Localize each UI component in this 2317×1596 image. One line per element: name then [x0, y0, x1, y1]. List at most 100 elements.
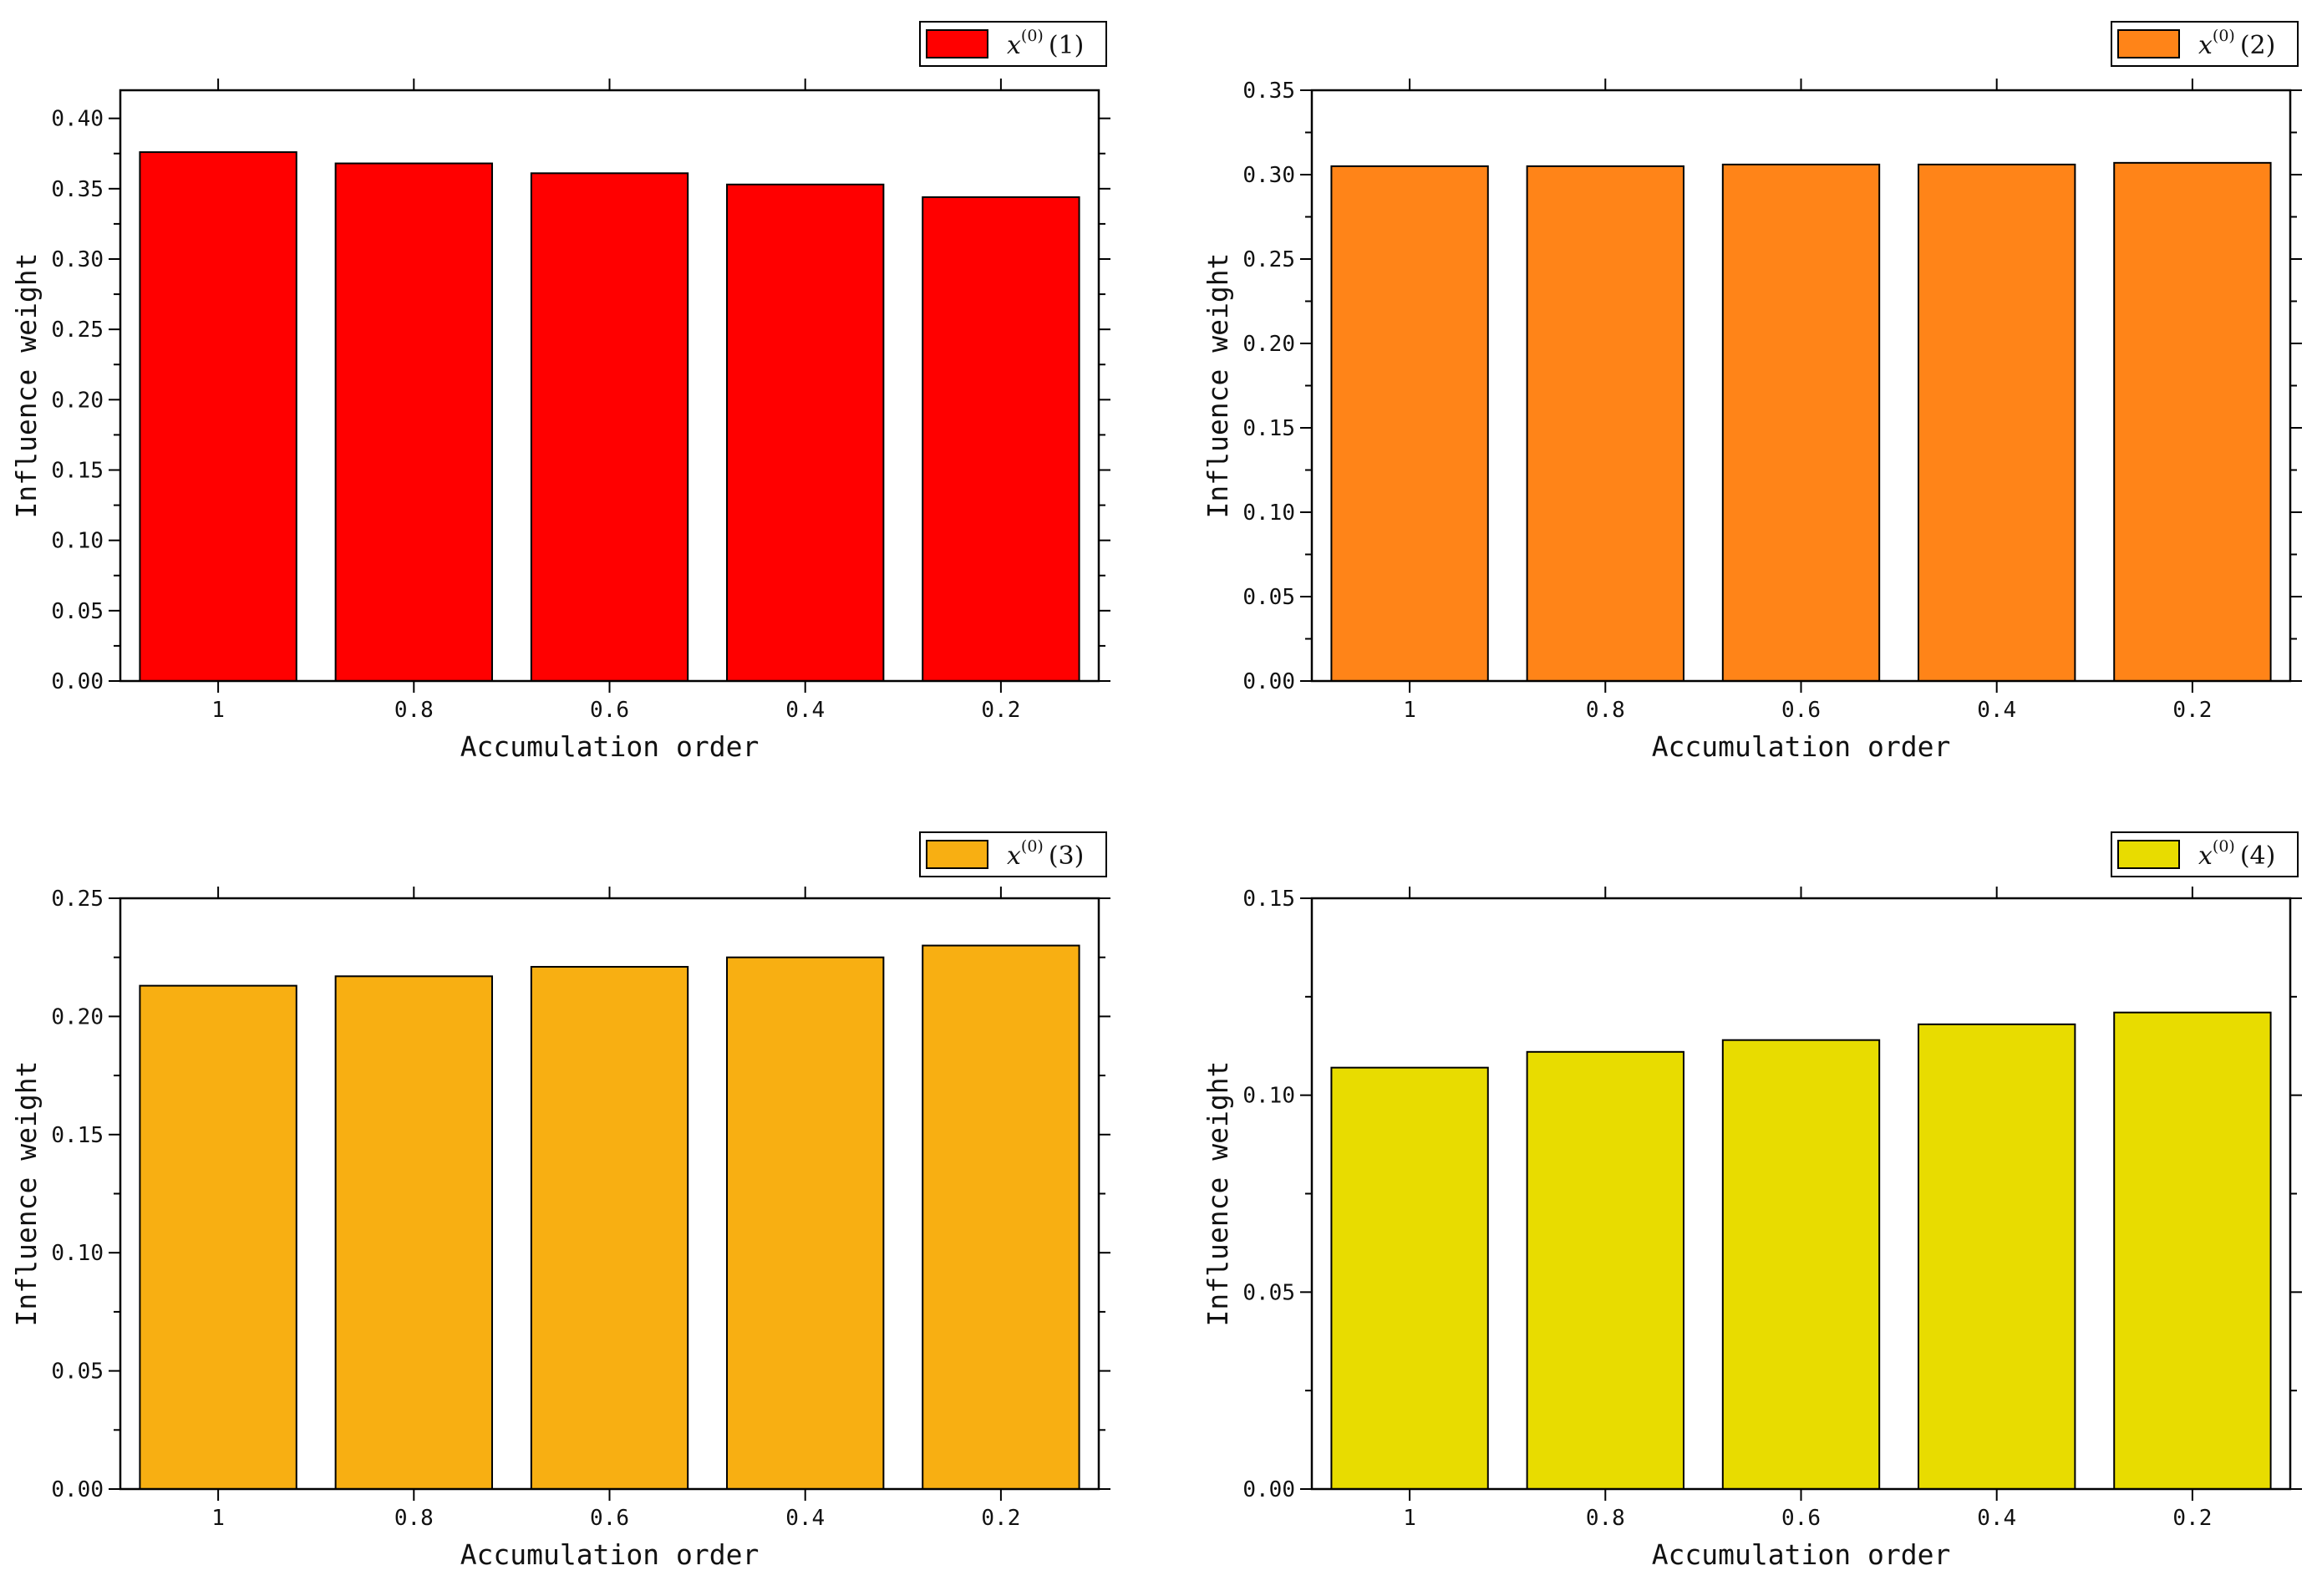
bar-2-3: [1721, 163, 1881, 682]
x-tick-label: 0.8: [394, 1506, 434, 1531]
x-tick-label: 0.2: [2172, 1506, 2212, 1531]
legend-swatch: [2117, 840, 2180, 869]
bar-2-4: [1918, 163, 2076, 682]
bar-3-1: [139, 984, 297, 1490]
x-tick-label: 0.4: [785, 1506, 825, 1531]
bar-2-5: [2113, 161, 2272, 683]
x-tick-label: 0.6: [590, 1506, 629, 1531]
bar-2-2: [1526, 165, 1684, 682]
x-tick-label: 0.6: [1781, 1506, 1821, 1531]
x-tick-label: 0.4: [1977, 1506, 2016, 1531]
x-tick-label: 1: [211, 1506, 225, 1531]
x-tick-label: 0.6: [1781, 698, 1821, 723]
chart-panel-3: 0.00 0.05 0.10 0.15 0.20 0.25 1 0.8 0.6 0.4 0.2 Acc…: [10, 831, 1110, 1571]
legend-label: x(0) (3): [1007, 837, 1084, 871]
legend-index: (3): [1049, 841, 1085, 871]
x-tick-label: 0.2: [2172, 698, 2212, 723]
x-axis-label: Accumulation order: [460, 1538, 760, 1571]
y-tick-label: 0.35: [1242, 79, 1295, 104]
bar-4-4: [1918, 1023, 2076, 1490]
legend-index: (1): [1049, 31, 1085, 60]
bar-4-1: [1330, 1066, 1489, 1490]
y-tick-label: 0.10: [51, 1241, 104, 1266]
bar-3-5: [922, 944, 1080, 1491]
bar-3-3: [530, 966, 689, 1490]
chart-panel-4: 0.00 0.05 0.10 0.15 1 0.8 0.6 0.4 0.2 Accumulatio…: [1202, 831, 2302, 1571]
y-tick-label: 0.15: [51, 459, 104, 484]
bar-4-5: [2113, 1011, 2272, 1490]
y-tick-label: 0.15: [51, 1123, 104, 1148]
y-tick-label: 0.10: [1242, 501, 1295, 526]
y-tick-label: 0.20: [51, 388, 104, 413]
y-tick-label: 0.15: [1242, 887, 1295, 912]
legend-superscript: (0): [2213, 27, 2235, 45]
y-tick-label: 0.30: [51, 247, 104, 272]
y-tick-label: 0.00: [51, 1477, 104, 1502]
x-tick-label: 1: [1403, 1506, 1416, 1531]
legend-superscript: (0): [2213, 837, 2235, 856]
x-tick-label: 0.4: [785, 698, 825, 723]
y-tick-label: 0.10: [1242, 1084, 1295, 1109]
y-axis-label: Influence weight: [10, 253, 43, 519]
bar-1-1: [139, 151, 297, 683]
bar-4-3: [1721, 1039, 1881, 1491]
y-tick-label: 0.30: [1242, 163, 1295, 188]
y-tick-label: 0.35: [51, 177, 104, 202]
y-tick-label: 0.25: [1242, 247, 1295, 272]
bar-3-2: [334, 975, 493, 1490]
x-tick-label: 0.6: [590, 698, 629, 723]
legend: x(0) (4): [2111, 831, 2299, 877]
legend-swatch: [2117, 29, 2180, 58]
y-axis-label: Influence weight: [1202, 1061, 1234, 1327]
legend-superscript: (0): [1021, 837, 1044, 856]
legend-index: (4): [2240, 841, 2276, 871]
x-tick-label: 0.2: [981, 1506, 1020, 1531]
bar-1-4: [726, 183, 885, 683]
x-tick-label: 0.2: [981, 698, 1020, 723]
bar-1-2: [334, 162, 493, 683]
bar-2-1: [1330, 165, 1489, 682]
x-tick-label: 0.4: [1977, 698, 2016, 723]
legend-label: x(0) (4): [2198, 837, 2275, 871]
bar-3-4: [726, 956, 885, 1490]
legend: x(0) (2): [2111, 21, 2299, 67]
y-tick-label: 0.25: [51, 318, 104, 343]
x-tick-label: 0.8: [394, 698, 434, 723]
y-tick-label: 0.10: [51, 529, 104, 554]
legend-var: x: [2198, 31, 2213, 60]
bar-1-5: [922, 196, 1080, 682]
y-tick-label: 0.00: [1242, 1477, 1295, 1502]
legend-var: x: [2198, 841, 2213, 871]
chart-panel-2: 0.00 0.05 0.10 0.15 0.20 0.25 0.30 0.35 1 0.8 0.6 0…: [1202, 21, 2302, 763]
x-tick-label: 1: [1403, 698, 1416, 723]
x-axis-label: Accumulation order: [460, 730, 760, 763]
y-tick-label: 0.20: [1242, 332, 1295, 357]
legend-var: x: [1007, 841, 1021, 871]
bar-4-2: [1526, 1050, 1684, 1490]
y-tick-label: 0.15: [1242, 416, 1295, 441]
y-tick-label: 0.05: [51, 1360, 104, 1385]
y-tick-label: 0.25: [51, 887, 104, 912]
legend-label: x(0) (1): [1007, 27, 1084, 60]
y-tick-label: 0.20: [51, 1004, 104, 1029]
legend-superscript: (0): [1021, 27, 1044, 45]
x-axis-label: Accumulation order: [1652, 730, 1951, 763]
y-tick-label: 0.00: [51, 669, 104, 694]
legend-index: (2): [2240, 31, 2276, 60]
legend: x(0) (1): [919, 21, 1107, 67]
y-axis-label: Influence weight: [10, 1061, 43, 1327]
y-axis-label: Influence weight: [1202, 253, 1234, 519]
y-tick-label: 0.05: [1242, 1280, 1295, 1305]
y-tick-label: 0.00: [1242, 669, 1295, 694]
x-tick-label: 0.8: [1586, 1506, 1625, 1531]
legend-swatch: [926, 29, 988, 58]
legend-swatch: [926, 840, 988, 869]
legend-label: x(0) (2): [2198, 27, 2275, 60]
legend: x(0) (3): [919, 831, 1107, 877]
y-tick-label: 0.40: [51, 107, 104, 132]
x-tick-label: 0.8: [1586, 698, 1625, 723]
y-tick-label: 0.05: [51, 599, 104, 624]
y-tick-label: 0.05: [1242, 585, 1295, 610]
x-tick-label: 1: [211, 698, 225, 723]
